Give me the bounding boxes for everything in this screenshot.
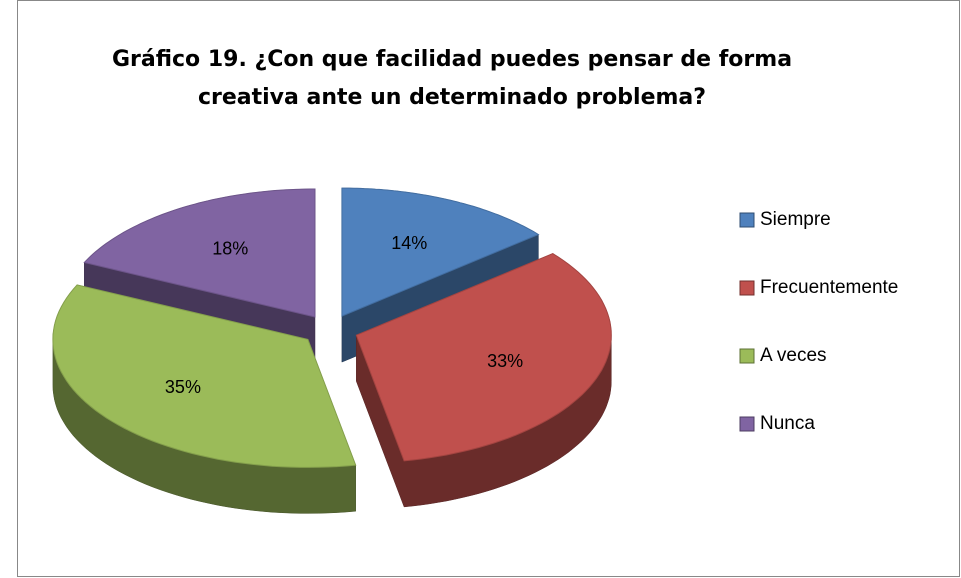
data-label: 14% <box>391 233 427 253</box>
legend-swatch <box>739 280 755 296</box>
slice-top <box>52 284 357 468</box>
legend-swatch <box>739 348 755 364</box>
chart-title: creativa ante un determinado problema? <box>198 85 706 110</box>
legend-swatch <box>739 416 755 432</box>
legend-label: A veces <box>760 345 827 366</box>
legend-label: Frecuentemente <box>760 277 898 298</box>
slice-top <box>355 253 612 462</box>
legend-label: Nunca <box>760 413 815 434</box>
chart-title: Gráfico 19. ¿Con que facilidad puedes pe… <box>112 47 792 72</box>
data-label: 33% <box>487 351 523 371</box>
pie-slice <box>341 187 540 363</box>
legend-swatch <box>739 212 755 228</box>
pie-slice <box>355 253 612 508</box>
slice-top <box>341 187 540 317</box>
legend-label: Siempre <box>760 209 831 230</box>
slice-top <box>83 188 316 318</box>
data-label: 35% <box>165 377 201 397</box>
data-label: 18% <box>212 239 248 259</box>
pie-slice <box>52 284 357 514</box>
